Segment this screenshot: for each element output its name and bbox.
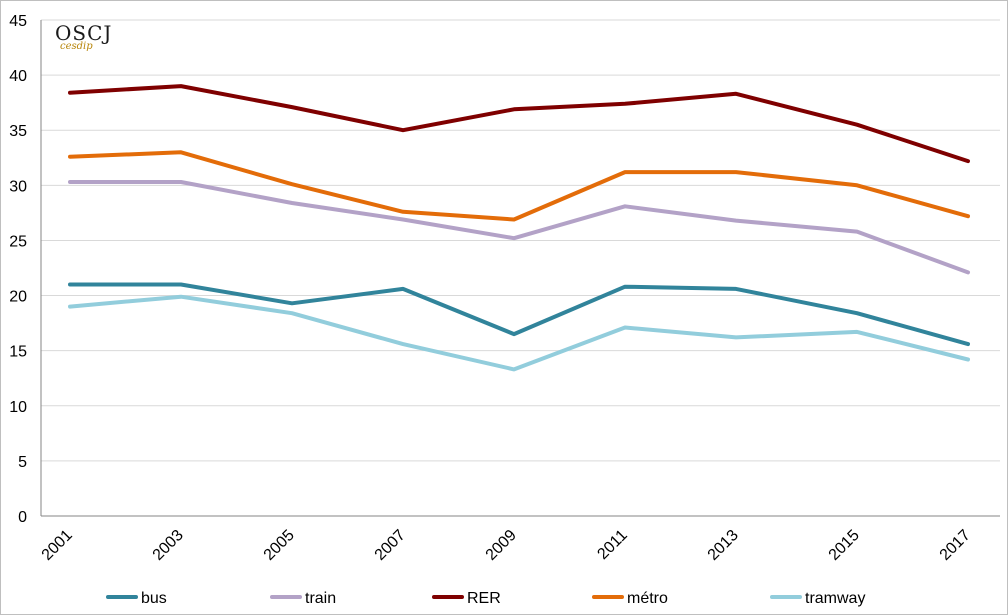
y-tick-label: 45 — [9, 13, 27, 30]
y-tick-label: 15 — [9, 344, 27, 361]
logo-sub-text: cesdip — [60, 41, 93, 52]
legend-label-bus: bus — [141, 590, 167, 607]
y-tick-label: 0 — [18, 509, 27, 526]
y-tick-label: 20 — [9, 289, 27, 306]
y-tick-label: 30 — [9, 178, 27, 195]
series-line-train — [68, 180, 970, 275]
series-line-RER — [68, 84, 970, 164]
series-line-bus — [68, 282, 970, 347]
legend-label-métro: métro — [627, 590, 668, 607]
legend: bus train RER métro tramway — [106, 590, 865, 607]
series-line-métro — [68, 150, 970, 222]
y-tick-label: 5 — [18, 454, 27, 471]
series-lines — [68, 84, 970, 372]
legend-label-tramway: tramway — [805, 590, 865, 607]
series-line-tramway — [68, 294, 970, 372]
y-tick-label: 35 — [9, 123, 27, 140]
legend-label-RER: RER — [467, 590, 501, 607]
y-tick-label: 40 — [9, 68, 27, 85]
logo-main-text: OSCJ — [55, 21, 112, 45]
y-tick-label: 10 — [9, 399, 27, 416]
y-tick-label: 25 — [9, 233, 27, 250]
logo: OSCJ cesdip — [55, 21, 112, 52]
legend-label-train: train — [305, 590, 336, 607]
